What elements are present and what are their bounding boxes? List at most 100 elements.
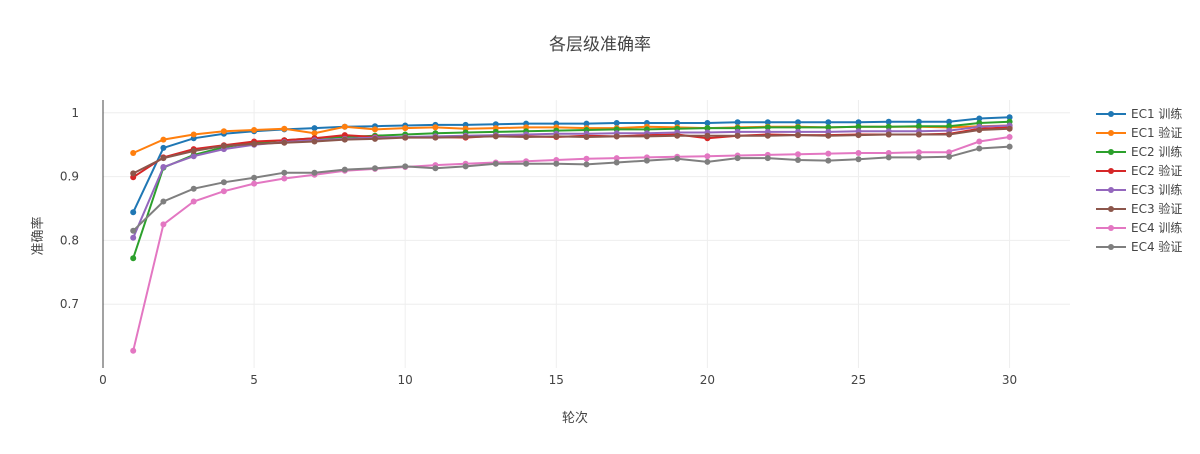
data-point xyxy=(734,119,741,126)
data-point xyxy=(704,125,711,132)
y-tick-label: 0.8 xyxy=(60,233,79,247)
data-point xyxy=(976,127,983,133)
data-point xyxy=(946,149,953,156)
data-point xyxy=(855,123,862,130)
legend-swatch-marker xyxy=(1108,130,1114,136)
series-group xyxy=(130,114,1013,354)
data-point xyxy=(220,179,227,186)
data-point xyxy=(190,131,197,138)
series-7 xyxy=(130,134,1013,354)
series-line xyxy=(132,145,1010,232)
data-point xyxy=(190,148,197,154)
data-point xyxy=(160,144,167,151)
data-point xyxy=(130,170,137,177)
data-point xyxy=(220,142,227,149)
data-point xyxy=(946,131,953,138)
data-point xyxy=(825,119,832,126)
data-point xyxy=(915,131,922,138)
data-point xyxy=(674,120,681,126)
data-point xyxy=(734,155,741,162)
legend-label: EC3 训练 xyxy=(1131,182,1182,197)
data-point xyxy=(281,125,288,132)
x-tick-label: 15 xyxy=(549,373,564,387)
data-point xyxy=(130,347,137,354)
data-point xyxy=(311,138,318,145)
y-tick-label: 0.9 xyxy=(60,170,79,184)
data-point xyxy=(341,123,348,130)
data-point xyxy=(976,115,983,122)
data-point xyxy=(734,132,741,139)
data-point xyxy=(130,255,137,262)
legend-label: EC4 训练 xyxy=(1131,220,1182,235)
data-point xyxy=(432,165,439,172)
data-point xyxy=(613,120,620,126)
data-point xyxy=(190,185,197,192)
legend-item[interactable]: EC3 验证 xyxy=(1096,201,1182,216)
data-point xyxy=(372,165,378,172)
legend-item[interactable]: EC4 训练 xyxy=(1096,220,1182,235)
x-tick-label: 10 xyxy=(398,373,413,387)
data-point xyxy=(643,157,650,164)
data-point xyxy=(946,153,953,160)
data-point xyxy=(553,160,560,167)
data-point xyxy=(220,128,227,135)
data-point xyxy=(130,150,137,156)
data-point xyxy=(795,157,801,163)
grid xyxy=(103,100,1070,368)
series-6 xyxy=(130,125,1013,177)
data-point xyxy=(915,118,922,125)
data-point xyxy=(855,150,862,156)
data-point xyxy=(885,154,892,161)
data-point xyxy=(764,124,771,131)
data-point xyxy=(946,118,953,125)
x-tick-label: 20 xyxy=(700,373,715,387)
data-point xyxy=(825,132,832,139)
series-line xyxy=(132,120,1010,259)
data-point xyxy=(432,134,439,141)
legend-swatch-marker xyxy=(1108,225,1114,231)
data-point xyxy=(160,155,167,162)
data-point xyxy=(281,169,288,176)
data-point xyxy=(674,155,681,162)
legend-label: EC3 验证 xyxy=(1131,201,1182,216)
data-point xyxy=(372,135,378,142)
data-point xyxy=(855,132,862,139)
legend[interactable]: EC1 训练 EC1 验证 EC2 训练 EC2 验证 EC3 训练 EC3 验证 EC4 … xyxy=(1096,106,1182,254)
axes: 0 5 10 15 20 25 30 0.7 0.8 0.9 1 xyxy=(60,100,1017,387)
data-point xyxy=(795,132,801,139)
data-point xyxy=(704,120,711,126)
data-point xyxy=(462,134,469,140)
x-tick-label: 0 xyxy=(99,373,107,387)
data-point xyxy=(915,149,922,156)
data-point xyxy=(795,151,801,158)
data-point xyxy=(402,163,409,170)
data-point xyxy=(160,198,167,205)
data-point xyxy=(915,154,922,161)
legend-item[interactable]: EC4 验证 xyxy=(1096,239,1182,254)
data-point xyxy=(1006,143,1013,150)
data-point xyxy=(764,132,771,139)
legend-swatch-marker xyxy=(1108,244,1114,250)
data-point xyxy=(311,130,318,137)
legend-item[interactable]: EC2 验证 xyxy=(1096,163,1182,178)
data-point xyxy=(885,118,892,125)
data-point xyxy=(341,136,348,143)
data-point xyxy=(885,123,892,130)
legend-label: EC4 验证 xyxy=(1131,239,1182,254)
data-point xyxy=(251,127,258,133)
data-point xyxy=(341,166,348,173)
data-point xyxy=(674,132,681,139)
data-point xyxy=(885,150,892,156)
legend-label: EC1 验证 xyxy=(1131,125,1182,140)
data-point xyxy=(160,164,167,170)
data-point xyxy=(492,133,499,140)
legend-item[interactable]: EC3 训练 xyxy=(1096,182,1182,197)
data-point xyxy=(855,119,862,126)
legend-item[interactable]: EC2 训练 xyxy=(1096,144,1182,159)
legend-item[interactable]: EC1 训练 xyxy=(1096,106,1182,121)
data-point xyxy=(523,134,530,140)
legend-item[interactable]: EC1 验证 xyxy=(1096,125,1182,140)
x-axis-title: 轮次 xyxy=(562,410,588,426)
data-point xyxy=(311,169,318,176)
